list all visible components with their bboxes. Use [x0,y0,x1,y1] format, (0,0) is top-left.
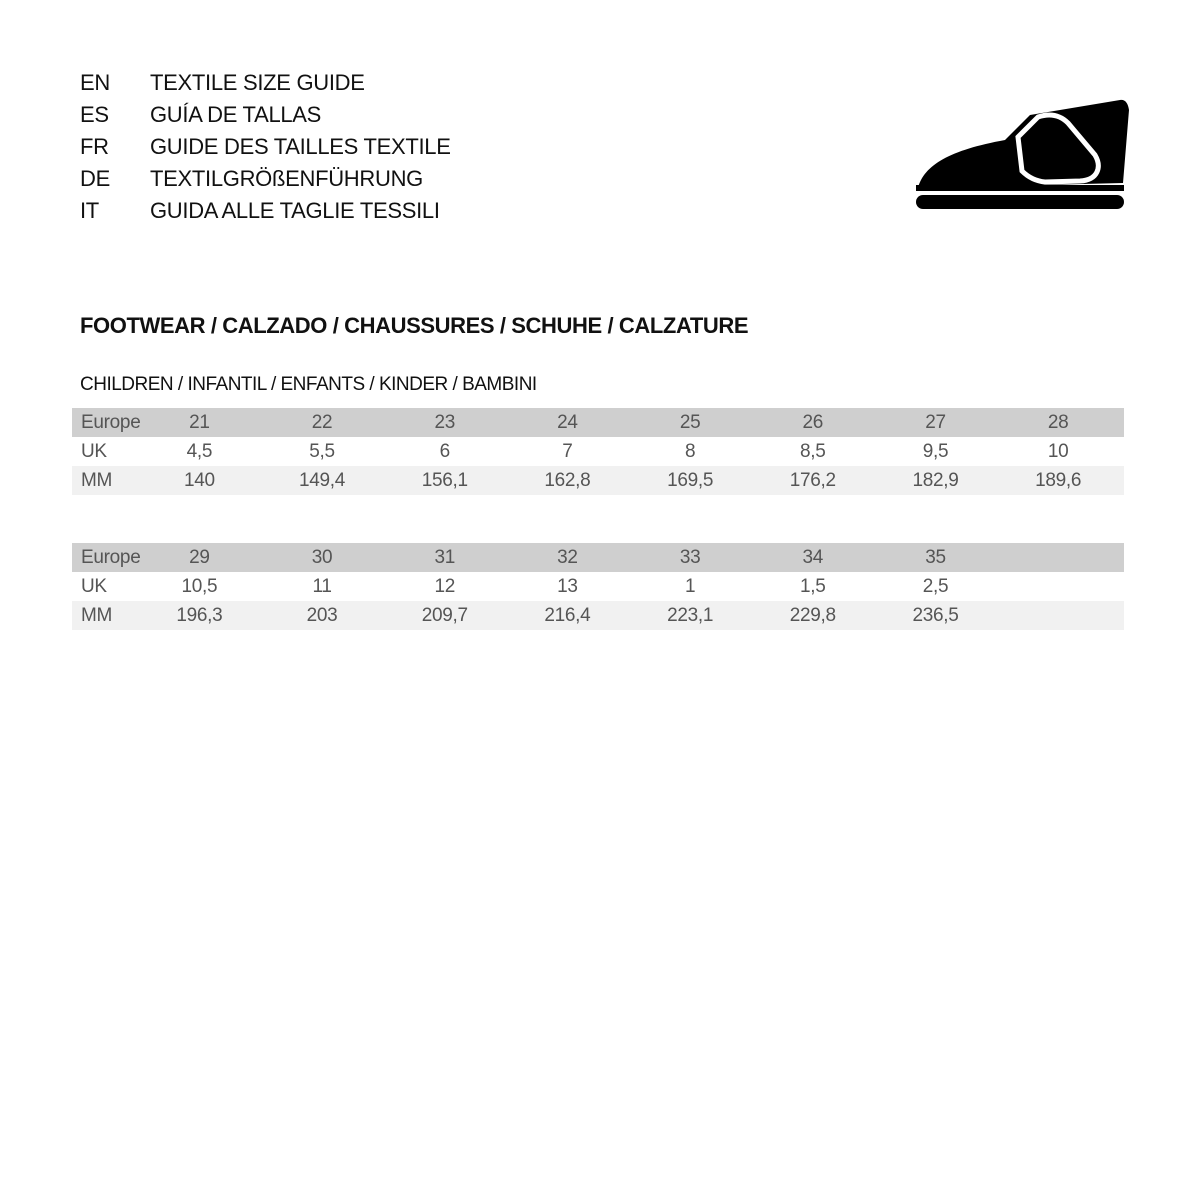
table-cell: 229,8 [789,604,836,626]
table-cell: 10 [1047,440,1069,462]
table-cell: 31 [434,546,455,568]
table-cell: 33 [679,546,701,568]
row-label: MM [81,604,113,626]
table-row-europe: Europe 29 30 31 32 33 34 35 [72,543,1124,572]
table-cell: 1,5 [800,575,826,597]
table-cell: 30 [311,546,333,568]
row-label: MM [81,469,113,491]
row-label: UK [81,440,107,462]
row-label: UK [81,575,107,597]
table-cell: 2,5 [922,575,949,597]
section-title: FOOTWEAR / CALZADO / CHAUSSURES / SCHUHE… [80,313,749,338]
table-cell: 34 [802,546,824,568]
table-cell: 5,5 [309,440,335,462]
table-row-mm: MM 140 149,4 156,1 162,8 169,5 176,2 182,9 189,6 [72,466,1124,495]
lang-code: EN [80,70,110,95]
table-cell: 24 [557,411,578,433]
table-cell: 35 [925,546,946,568]
lang-title: GUIDE DES TAILLES TEXTILE [150,134,451,159]
lang-title: GUIDA ALLE TAGLIE TESSILI [150,198,440,223]
table-cell: 203 [306,604,338,626]
table-row-uk: UK 10,5 11 12 13 1 1,5 2,5 [72,572,1124,601]
lang-title: GUÍA DE TALLAS [150,102,322,127]
table-cell: 6 [439,440,451,462]
table-cell: 196,3 [176,604,223,626]
table-cell: 23 [434,411,455,433]
table-cell: 156,1 [421,469,468,491]
table-cell: 21 [189,411,210,433]
size-table-1: Europe 21 22 23 24 25 26 27 28 UK 4,5 5,5 6 7 8 8,5 9,5 1… [72,408,1124,495]
table-cell: 176,2 [789,469,836,491]
lang-title: TEXTILGRÖßENFÜHRUNG [150,166,423,191]
lang-row-es: ES GUÍA DE TALLAS [80,102,451,134]
table-cell: 223,1 [667,604,714,626]
table-cell: 10,5 [181,575,218,597]
table-cell: 1 [684,575,696,597]
table-cell: 236,5 [912,604,959,626]
table-row-europe: Europe 21 22 23 24 25 26 27 28 [72,408,1124,437]
table-cell: 25 [679,411,701,433]
table-cell: 8 [684,440,696,462]
language-titles: EN TEXTILE SIZE GUIDE ES GUÍA DE TALLAS FR… [80,70,451,230]
table-cell: 12 [434,575,455,597]
table-cell: 27 [925,411,946,433]
table-cell: 32 [557,546,578,568]
row-label: Europe [81,411,141,433]
table-cell: 209,7 [421,604,468,626]
lang-code: FR [80,134,109,159]
table-row-mm: MM 196,3 203 209,7 216,4 223,1 229,8 236,5 [72,601,1124,630]
lang-code: ES [80,102,109,127]
lang-row-it: IT GUIDA ALLE TAGLIE TESSILI [80,198,451,230]
lang-title: TEXTILE SIZE GUIDE [150,70,365,95]
row-label: Europe [81,546,141,568]
lang-code: DE [80,166,110,191]
table-cell: 182,9 [912,469,959,491]
table-cell: 162,8 [544,469,591,491]
table-cell: 28 [1047,411,1069,433]
table-cell: 8,5 [800,440,826,462]
lang-row-fr: FR GUIDE DES TAILLES TEXTILE [80,134,451,166]
table-cell: 189,6 [1035,469,1082,491]
table-cell: 149,4 [299,469,346,491]
table-cell: 140 [183,469,215,491]
table-cell: 4,5 [186,440,213,462]
size-table-2: Europe 29 30 31 32 33 34 35 UK 10,5 11 12 13 1 1,5 2,5 M… [72,543,1124,630]
lang-row-en: EN TEXTILE SIZE GUIDE [80,70,451,102]
lang-row-de: DE TEXTILGRÖßENFÜHRUNG [80,166,451,198]
table-cell: 11 [312,575,332,597]
table-cell: 9,5 [922,440,949,462]
table-cell: 26 [802,411,824,433]
table-cell: 22 [311,411,333,433]
lang-code: IT [80,198,99,223]
table-cell: 29 [189,546,210,568]
shoe-icon [916,99,1129,209]
table-cell: 216,4 [544,604,591,626]
table-cell: 169,5 [667,469,714,491]
table-cell: 13 [557,575,578,597]
table-cell: 7 [562,440,573,462]
table-row-uk: UK 4,5 5,5 6 7 8 8,5 9,5 10 [72,437,1124,466]
subsection-title: CHILDREN / INFANTIL / ENFANTS / KINDER /… [80,374,537,395]
